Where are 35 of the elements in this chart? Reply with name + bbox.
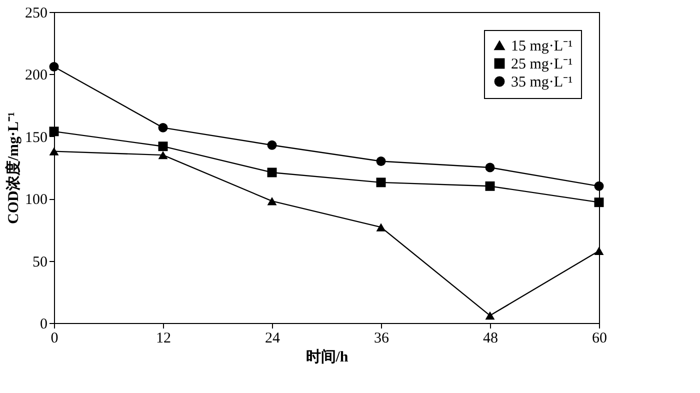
- legend-label: 25 mg·L⁻¹: [511, 56, 573, 72]
- x-tick-label: 48: [483, 330, 498, 346]
- point: [267, 168, 277, 178]
- point: [158, 150, 168, 160]
- legend-label: 35 mg·L⁻¹: [511, 74, 573, 90]
- point: [594, 181, 604, 191]
- point: [594, 246, 604, 255]
- x-tick-label: 24: [265, 330, 280, 346]
- point: [594, 198, 604, 208]
- y-tick-label: 150: [25, 130, 48, 146]
- point: [158, 142, 168, 152]
- x-tick-label: 60: [592, 330, 607, 346]
- x-tick-label: 0: [50, 330, 58, 346]
- y-tick-label: 250: [25, 6, 48, 22]
- point: [49, 62, 59, 72]
- y-axis-title: COD浓度/mg·L⁻¹: [4, 112, 22, 224]
- x-tick-label: 12: [156, 330, 171, 346]
- x-axis-title: 时间/h: [306, 348, 349, 366]
- point: [158, 122, 168, 132]
- legend-label: 15 mg·L⁻¹: [511, 38, 573, 54]
- y-tick-label: 200: [25, 68, 48, 84]
- y-tick-label: 0: [40, 316, 48, 332]
- point: [267, 196, 277, 206]
- point: [49, 126, 59, 136]
- y-tick-label: 100: [25, 192, 48, 208]
- point: [376, 223, 386, 232]
- point: [376, 156, 386, 166]
- y-tick-label: 50: [32, 254, 48, 270]
- point: [485, 162, 495, 172]
- point: [485, 181, 495, 191]
- point: [485, 311, 495, 320]
- x-tick-label: 36: [374, 330, 390, 346]
- point: [376, 178, 386, 188]
- point: [49, 147, 59, 156]
- point: [267, 140, 277, 150]
